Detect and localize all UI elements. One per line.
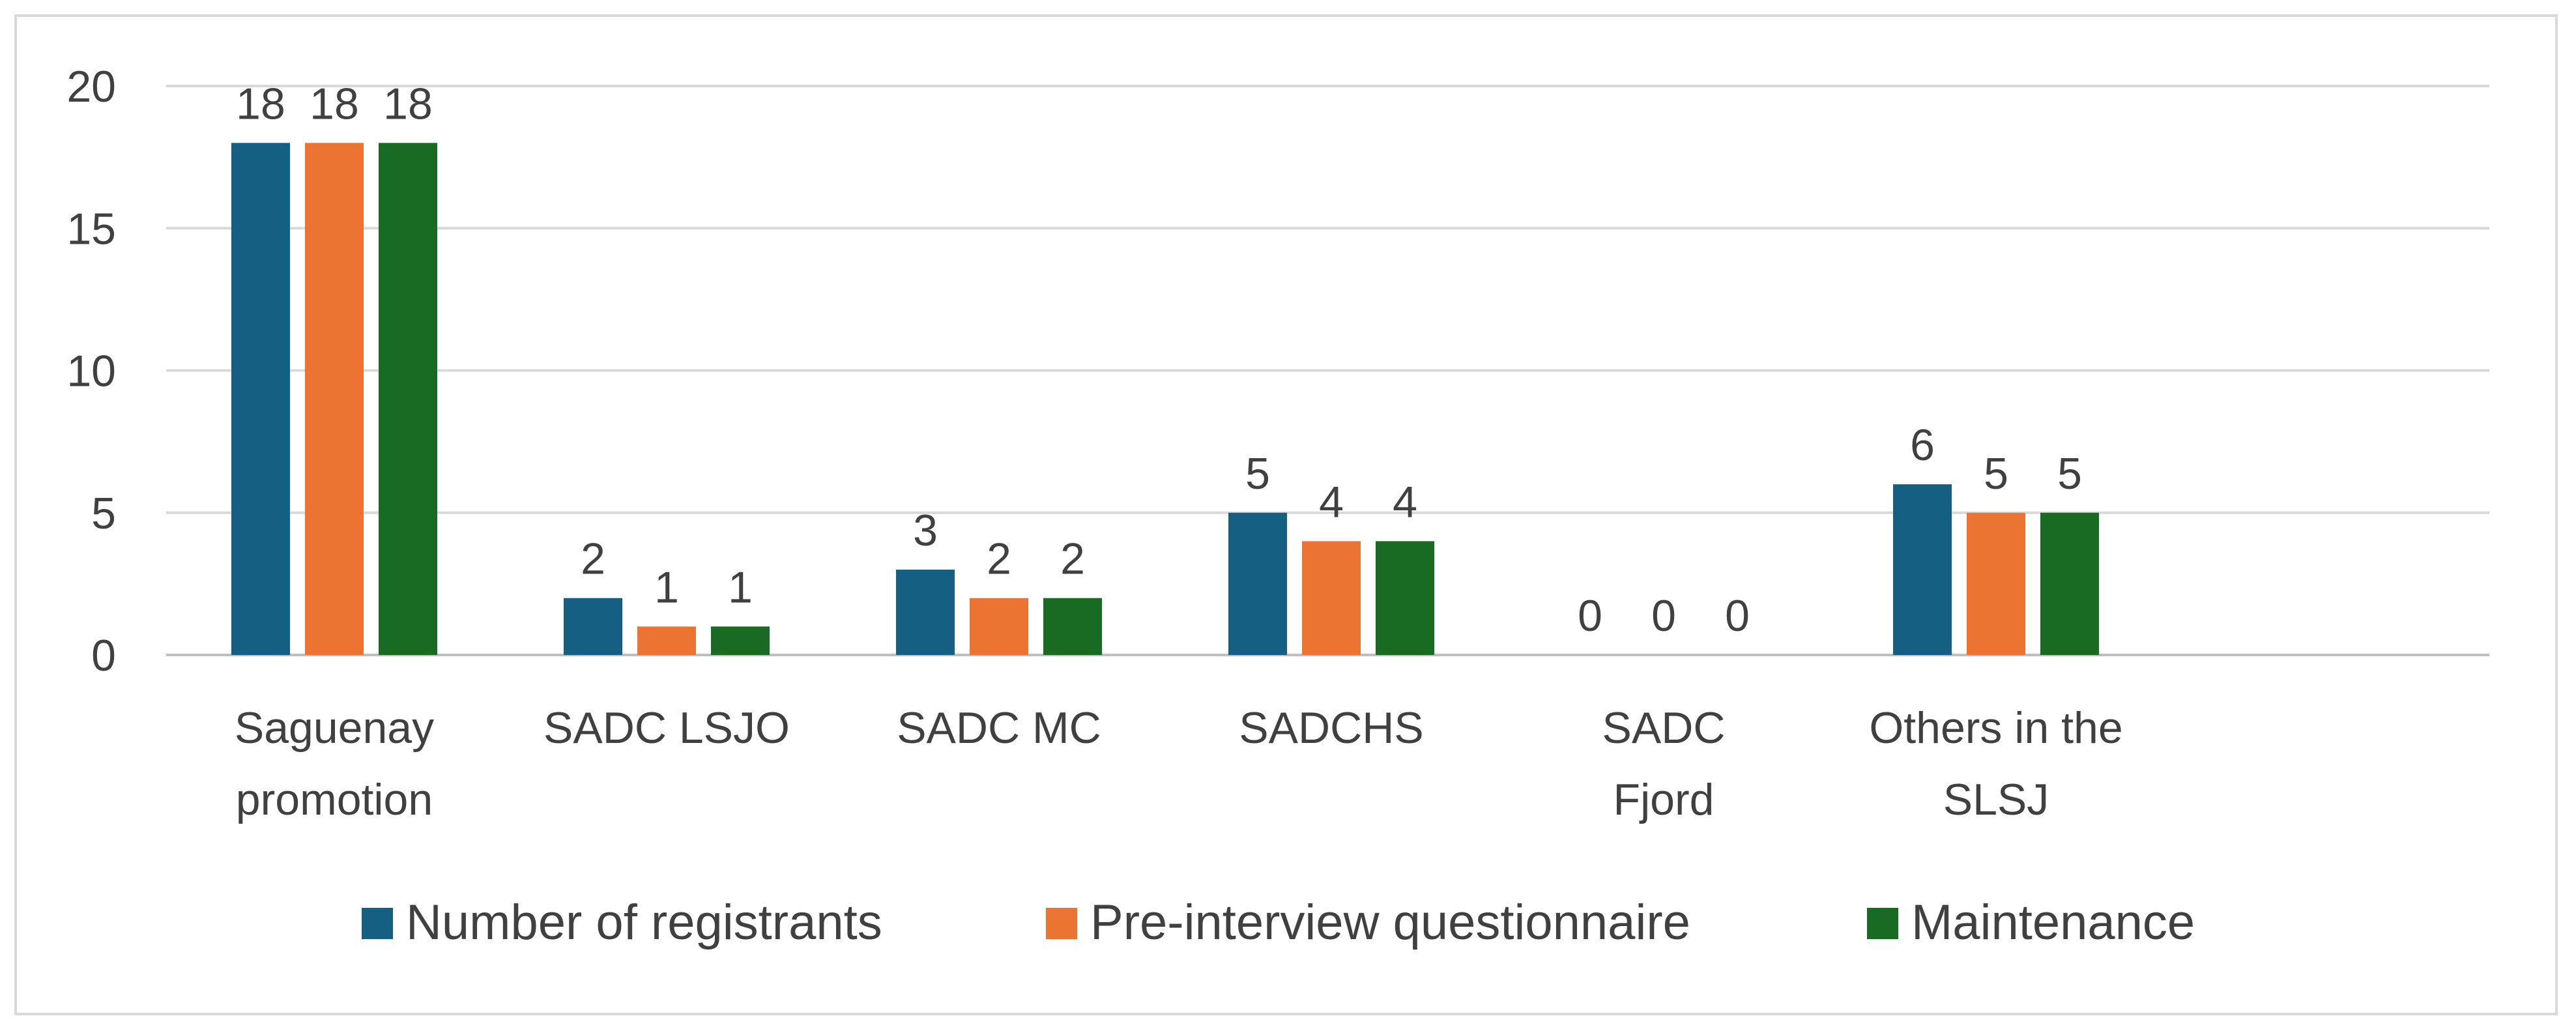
bar: [970, 598, 1028, 655]
category-label: Fjord: [1614, 775, 1715, 824]
bar: [711, 626, 770, 655]
data-label: 6: [1910, 420, 1935, 470]
category-label: Saguenay: [235, 703, 434, 753]
data-label: 5: [1984, 449, 2008, 499]
data-label: 1: [728, 562, 753, 612]
y-tick-label: 0: [91, 631, 116, 680]
y-tick-label: 20: [66, 62, 116, 111]
data-label: 5: [1245, 449, 1270, 499]
gridlines: [166, 85, 2489, 656]
x-axis-categories: Saguenay promotion SADC LSJO SADC MC SADCHS S…: [235, 703, 2123, 824]
data-label: 18: [236, 79, 285, 128]
bar: [1228, 512, 1287, 655]
category-label: SADCHS: [1239, 703, 1423, 753]
legend: Number of registrants Pre-interview quest…: [362, 895, 2195, 950]
legend-label: Pre-interview questionnaire: [1090, 895, 1690, 950]
bar: [379, 143, 437, 656]
bars: [231, 143, 2099, 656]
legend-label: Number of registrants: [406, 895, 882, 950]
bar: [1967, 512, 2025, 655]
bar: [305, 143, 364, 656]
bar: [2040, 512, 2099, 655]
category-label: SADC LSJO: [543, 703, 790, 753]
category-label: SLSJ: [1943, 775, 2049, 824]
legend-swatch: [1046, 908, 1077, 939]
data-label: 18: [383, 79, 433, 128]
category-label: SADC MC: [897, 703, 1101, 753]
data-label: 5: [2057, 449, 2082, 499]
data-label: 1: [654, 562, 679, 612]
category-label: promotion: [236, 775, 433, 824]
data-label: 0: [1578, 591, 1602, 641]
category-label: Others in the: [1869, 703, 2122, 753]
data-label: 2: [987, 534, 1011, 584]
data-label: 4: [1393, 477, 1417, 527]
legend-label: Maintenance: [1911, 895, 2195, 950]
y-tick-label: 10: [66, 347, 116, 396]
legend-swatch: [362, 908, 393, 939]
y-axis-ticks: 0 5 10 15 20: [66, 62, 116, 680]
bar: [1043, 598, 1102, 655]
bar: [896, 570, 955, 655]
data-label: 2: [1060, 534, 1085, 584]
bar: [564, 598, 622, 655]
data-label: 2: [581, 534, 605, 584]
y-tick-label: 5: [91, 489, 116, 538]
data-label: 3: [913, 506, 938, 555]
data-label: 0: [1651, 591, 1676, 641]
legend-swatch: [1867, 908, 1898, 939]
y-tick-label: 15: [66, 204, 116, 254]
bar: [637, 626, 696, 655]
data-label: 18: [310, 79, 359, 128]
bar: [1893, 484, 1952, 655]
bar: [1302, 541, 1361, 655]
data-label: 4: [1319, 477, 1344, 527]
bar: [231, 143, 290, 656]
category-label: SADC: [1602, 703, 1726, 753]
bar: [1376, 541, 1434, 655]
data-label: 0: [1725, 591, 1750, 641]
